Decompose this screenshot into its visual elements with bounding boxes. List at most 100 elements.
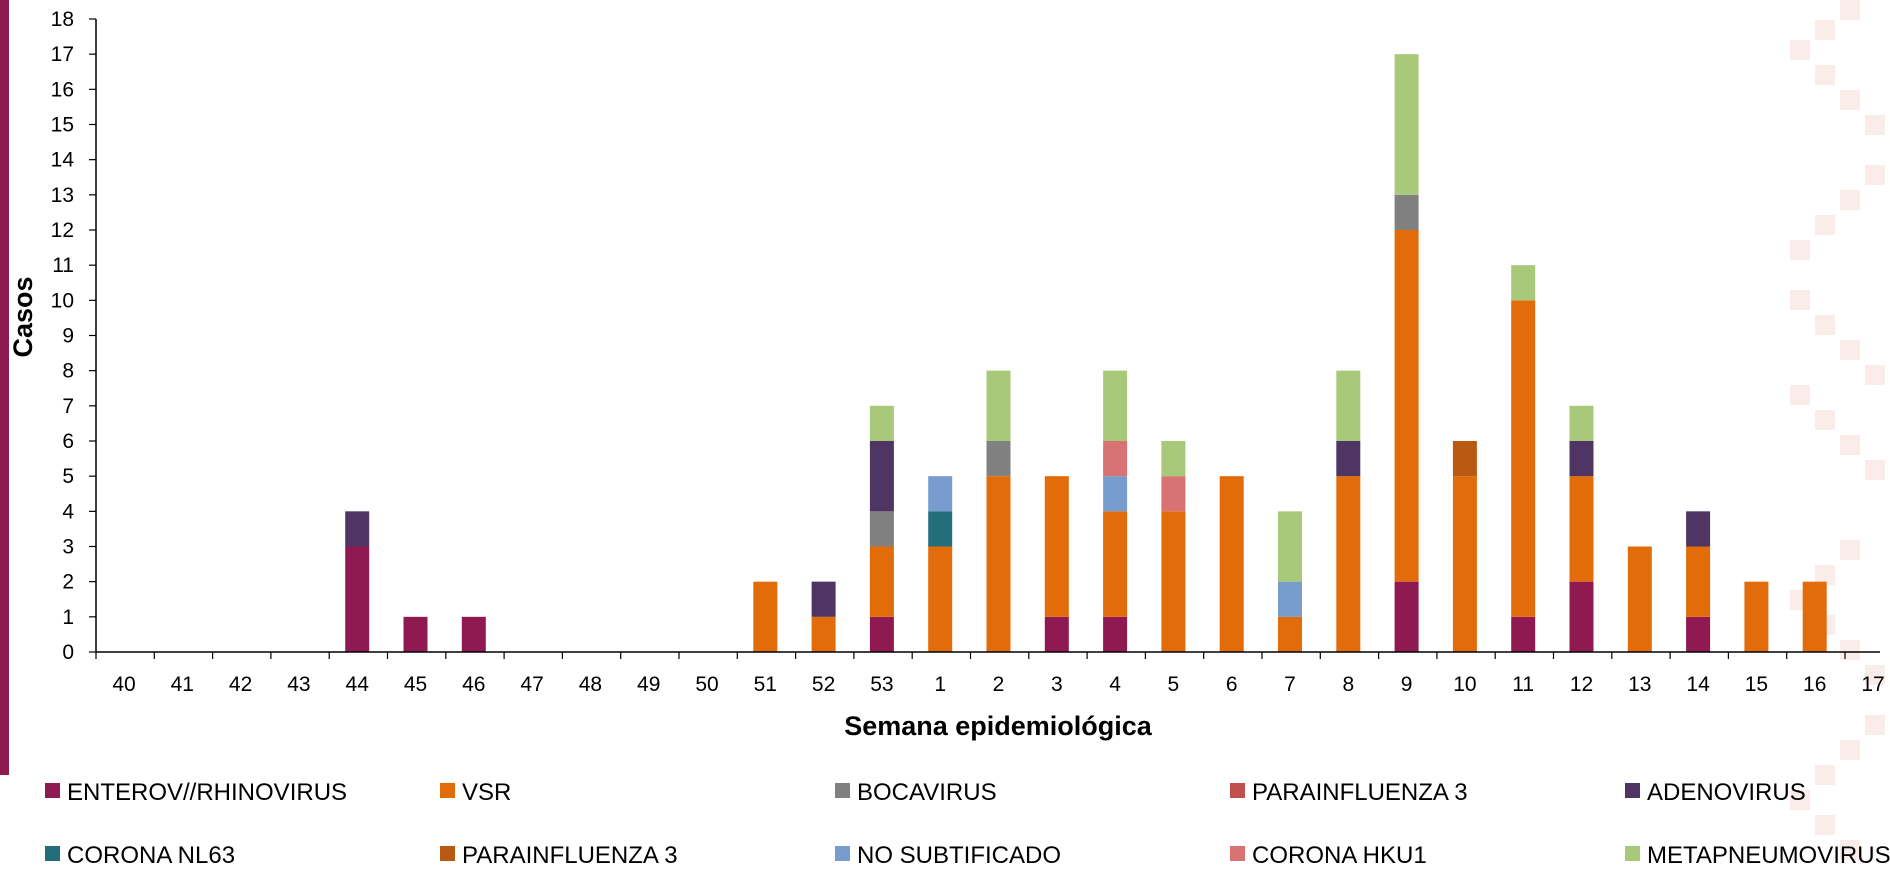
bar-segment	[1686, 616, 1711, 652]
x-axis-title: Semana epidemiológica	[844, 711, 1153, 741]
bar-segment	[1452, 441, 1477, 477]
y-axis-title: Casos	[8, 276, 38, 357]
legend-swatch	[45, 846, 60, 861]
legend-swatch	[1230, 783, 1245, 798]
bar-segment	[1627, 546, 1652, 652]
legend-item: BOCAVIRUS	[835, 779, 997, 806]
bar-segment	[345, 511, 370, 547]
y-tick-label: 16	[51, 78, 74, 101]
pattern-square	[1865, 165, 1885, 185]
bar-segment	[1103, 511, 1128, 617]
legend-label: CORONA HKU1	[1252, 842, 1427, 869]
x-axis: 40 41 42 43 44 45 46 47 48 49 50 51 52 53 1 2 3 4 5 6 7 8 9 10 1…	[95, 651, 1885, 696]
bar-segment	[1219, 476, 1244, 652]
y-tick-label: 14	[51, 149, 75, 172]
legend-swatch	[45, 783, 60, 798]
pattern-square	[1865, 115, 1885, 135]
legend-label: ADENOVIRUS	[1647, 779, 1806, 806]
bar-segment	[1161, 476, 1186, 512]
pattern-square	[1790, 790, 1810, 810]
bar-segment	[403, 616, 428, 652]
bar-segment	[1569, 405, 1594, 441]
bar-segment	[1103, 476, 1128, 512]
bar-segment	[1044, 616, 1069, 652]
pattern-square	[1840, 740, 1860, 760]
pattern-square	[1815, 315, 1835, 335]
legend-swatch	[440, 846, 455, 861]
y-tick-label: 15	[51, 114, 74, 137]
legend-label: METAPNEUMOVIRUS	[1647, 842, 1890, 869]
x-tick-label: 16	[1803, 673, 1826, 696]
pattern-square	[1815, 410, 1835, 430]
bar-segment	[1452, 476, 1477, 652]
legend-label: CORONA NL63	[67, 842, 235, 869]
y-tick-label: 5	[62, 465, 74, 488]
bar-segment	[869, 511, 894, 547]
pattern-square	[1840, 640, 1860, 660]
x-tick-label: 10	[1453, 673, 1476, 696]
bar-segment	[1103, 370, 1128, 441]
legend-swatch	[835, 783, 850, 798]
x-tick-label: 53	[870, 673, 893, 696]
x-tick-label: 15	[1745, 673, 1768, 696]
legend-swatch	[1625, 846, 1640, 861]
bar-segment	[1569, 476, 1594, 582]
y-tick-label: 8	[62, 360, 74, 383]
pattern-square	[1815, 815, 1835, 835]
legend-swatch	[1230, 846, 1245, 861]
x-tick-label: 11	[1512, 673, 1534, 696]
legend-item: METAPNEUMOVIRUS	[1625, 842, 1890, 869]
bar-segment	[1278, 511, 1302, 582]
y-tick-label: 9	[62, 325, 74, 348]
bar-segment	[928, 476, 953, 512]
bar-segment	[345, 546, 370, 652]
legend-item: NO SUBTIFICADO	[835, 842, 1061, 869]
pattern-square	[1815, 215, 1835, 235]
legend-label: BOCAVIRUS	[857, 779, 997, 806]
bar-segment	[1569, 581, 1594, 652]
pattern-square	[1790, 290, 1810, 310]
y-tick-label: 0	[62, 641, 74, 664]
x-tick-label: 13	[1628, 673, 1651, 696]
legend-item: CORONA HKU1	[1230, 842, 1427, 869]
bar-segment	[1511, 616, 1536, 652]
bar-segment	[1161, 441, 1186, 477]
x-tick-label: 4	[1109, 673, 1121, 696]
bar-segment	[1394, 54, 1419, 195]
pattern-square	[1840, 435, 1860, 455]
y-tick-label: 6	[62, 430, 74, 453]
y-tick-label: 10	[51, 289, 74, 312]
x-tick-label: 48	[579, 673, 602, 696]
bar-segment	[1394, 194, 1419, 230]
bar-segment	[986, 441, 1011, 477]
x-tick-label: 51	[754, 673, 777, 696]
bar-segment	[986, 476, 1011, 652]
legend-item: ENTEROV//RHINOVIRUS	[45, 779, 347, 806]
pattern-square	[1865, 715, 1885, 735]
bar-segment	[1511, 300, 1536, 617]
pattern-square	[1865, 365, 1885, 385]
bar-segment	[1278, 581, 1302, 617]
bar-segment	[1103, 441, 1128, 477]
x-tick-label: 52	[812, 673, 835, 696]
x-tick-label: 3	[1051, 673, 1063, 696]
bar-segment	[928, 511, 953, 547]
y-tick-label: 4	[62, 500, 74, 523]
pattern-square	[1790, 40, 1810, 60]
bar-segment	[1394, 581, 1419, 652]
bar-segment	[986, 370, 1011, 441]
x-tick-label: 42	[229, 673, 252, 696]
bar-segment	[928, 546, 953, 652]
bar-segment	[1394, 230, 1419, 582]
bar-segment	[1511, 265, 1536, 301]
pattern-square	[1790, 385, 1810, 405]
x-tick-label: 45	[404, 673, 427, 696]
pattern-square	[1840, 90, 1860, 110]
bar-segment	[1161, 511, 1186, 652]
legend-item: CORONA NL63	[45, 842, 235, 869]
pattern-square	[1865, 665, 1885, 685]
pattern-square	[1840, 540, 1860, 560]
bar-segment	[811, 581, 836, 617]
